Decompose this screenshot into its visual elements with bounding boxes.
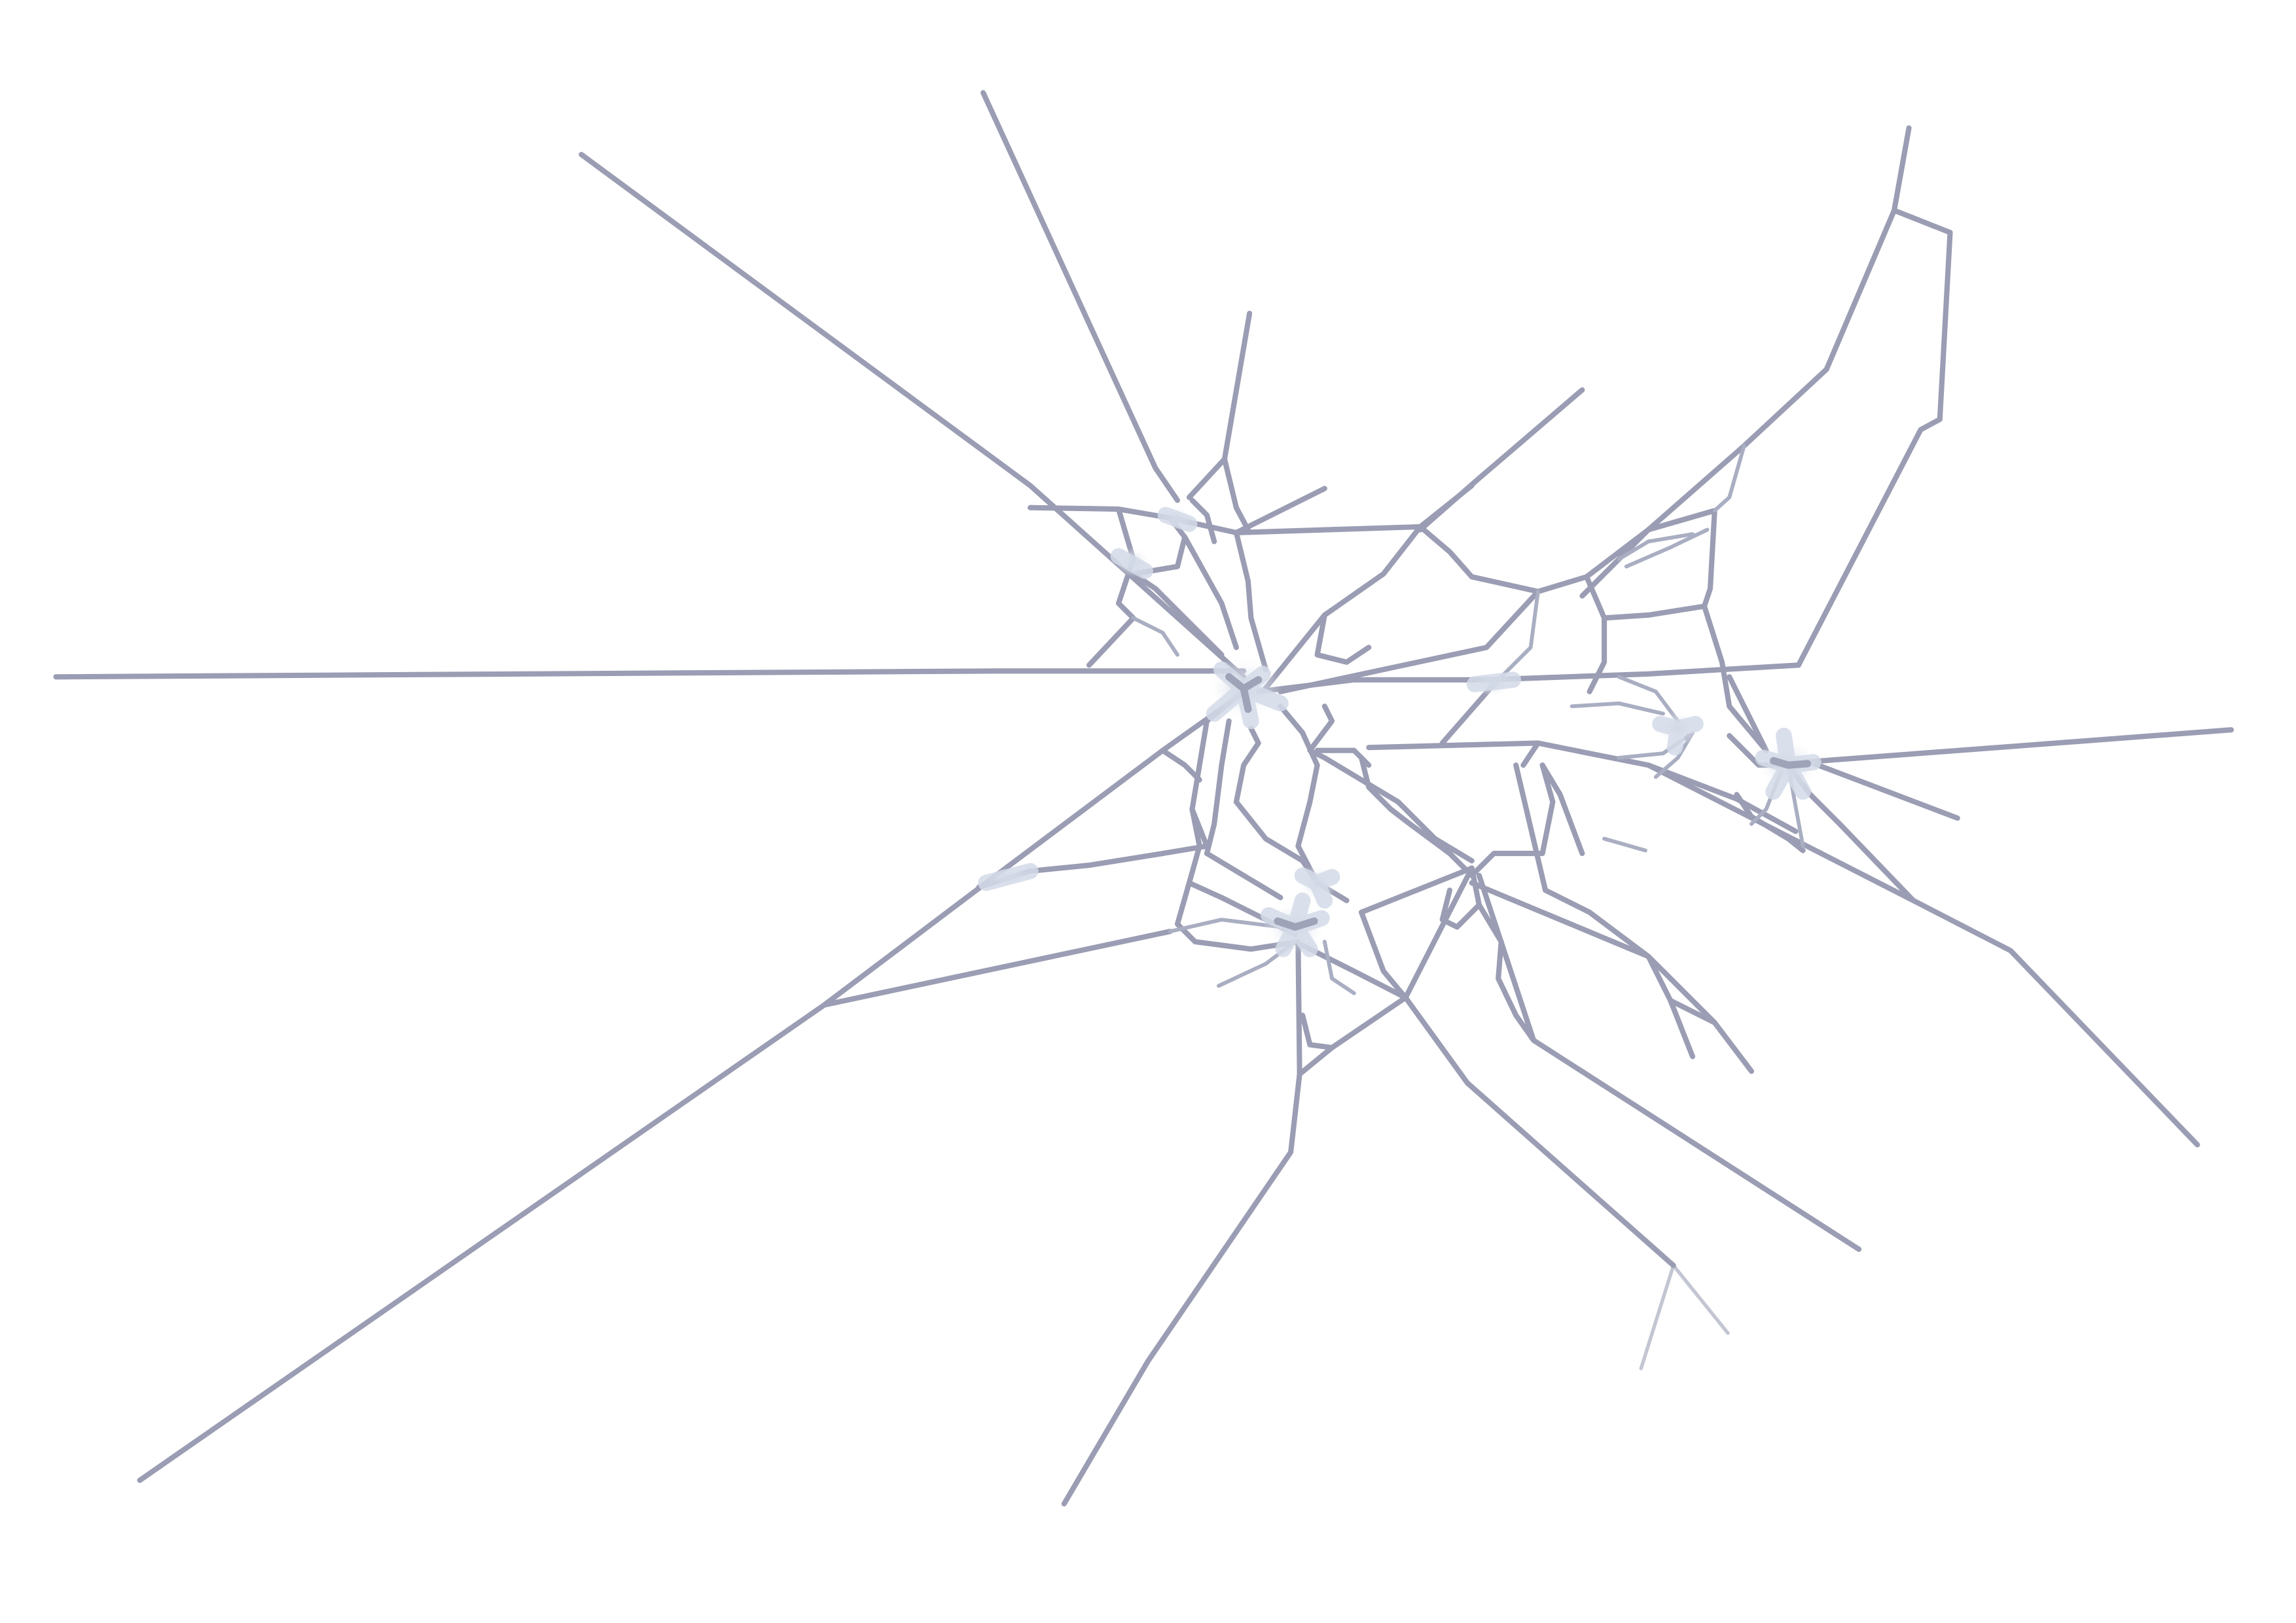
crack-lower-right-long — [1645, 762, 2200, 1148]
crack-right-horizontal — [1800, 727, 2234, 765]
radial-cracks — [53, 90, 2234, 1507]
crack-right-short — [1807, 759, 1960, 821]
crack-lower-left-long — [137, 700, 1232, 1483]
crack-upper-right-long — [1579, 207, 1897, 599]
crack-bottom-right — [1639, 1263, 1730, 1370]
web-cracks — [1028, 444, 1801, 834]
crack-top — [980, 90, 1181, 503]
crack-lower-right-mid — [1476, 872, 1862, 1252]
crack-bottom-center — [1403, 995, 1676, 1268]
impact-points — [978, 506, 1821, 957]
crack-lower-left-mid — [821, 929, 1173, 1008]
crack-upper-left-diagonal — [579, 152, 1247, 680]
crack-lower-right-diagonal — [1469, 880, 1755, 1074]
main-impact — [1205, 656, 1289, 730]
central-fracture — [976, 674, 1916, 1077]
crack-far-upper-right — [1795, 125, 1953, 668]
crack-bottom — [1061, 938, 1302, 1507]
crack-left-horizontal — [53, 668, 1247, 680]
lower-impact — [978, 506, 1522, 957]
right-impact — [1652, 710, 1821, 800]
crack-top-short — [1186, 310, 1253, 501]
